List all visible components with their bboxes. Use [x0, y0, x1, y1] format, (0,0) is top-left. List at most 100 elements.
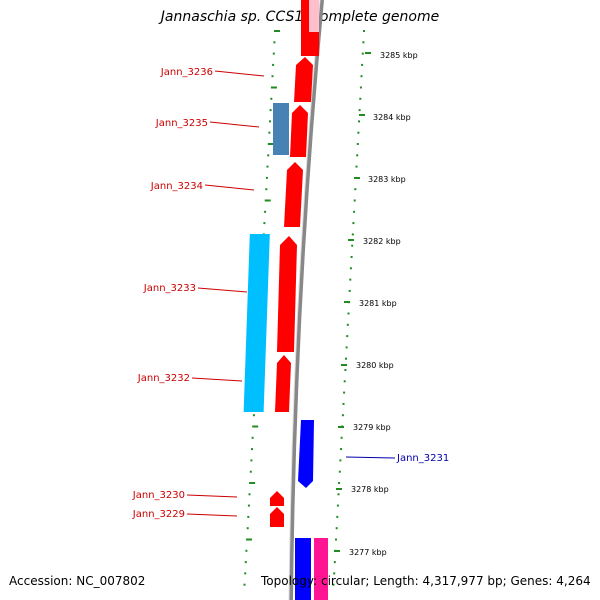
tick-dot [335, 527, 338, 530]
gene-glyph-jann-3235-outer[interactable] [273, 103, 289, 155]
scale-label: 3281 kbp [359, 299, 397, 308]
tick-dot [359, 97, 362, 100]
tick-dot [272, 63, 275, 66]
tick-dot [359, 86, 362, 89]
tick-dot [340, 436, 343, 439]
scale-label: 3280 kbp [356, 361, 394, 370]
tick-dot [358, 120, 360, 123]
tick-dot [343, 380, 346, 383]
gene-glyph-top-partial-tint [309, 0, 319, 32]
scale-label: 3282 kbp [363, 237, 401, 246]
tick-dot [351, 233, 354, 236]
gene-label-jann-3236[interactable]: Jann_3236 [160, 67, 213, 78]
scale-label: 3279 kbp [353, 423, 391, 432]
gene-label-jann-3233[interactable]: Jann_3233 [143, 283, 196, 294]
tick-dot [360, 75, 363, 78]
tick-dot [361, 63, 364, 66]
tick-dot [251, 436, 254, 439]
gene-label-jann-3229[interactable]: Jann_3229 [132, 509, 185, 520]
tick-dot [346, 323, 349, 326]
tick-dot [264, 199, 271, 202]
gene-label-jann-3230[interactable]: Jann_3230 [132, 490, 185, 501]
tick-dot [252, 425, 259, 428]
tick-dot [333, 561, 336, 564]
gene-glyph-jann-3236[interactable] [294, 57, 313, 102]
tick-dot [363, 30, 365, 32]
leader-jann-3230 [186, 494, 238, 498]
tick-dot [274, 30, 280, 32]
tick-dot [358, 109, 361, 112]
leader-jann-3235 [209, 121, 260, 128]
tick-dot [349, 267, 352, 270]
tick-dot [269, 120, 271, 123]
genome-backbone-highlight [288, 0, 321, 600]
gene-glyph-jann-3234[interactable] [284, 162, 303, 227]
leader-jann-3229 [186, 513, 238, 517]
tick-dot [344, 369, 347, 371]
genome-summary-text: Topology: circular; Length: 4,317,977 bp… [261, 574, 591, 588]
gene-glyph-jann-3230[interactable] [270, 491, 284, 506]
tick-dot [356, 143, 359, 145]
tick-dot [345, 346, 348, 349]
tick-dot [245, 549, 248, 552]
gene-glyphs [243, 0, 328, 600]
tick-dot [269, 109, 272, 112]
tick-dot [347, 312, 350, 315]
tick-dot [264, 210, 267, 213]
gene-label-jann-3235[interactable]: Jann_3235 [155, 118, 208, 129]
tick-dot [244, 572, 247, 575]
tick-dot [348, 289, 351, 292]
scale-label: 3277 kbp [349, 548, 387, 557]
tick-dot [336, 515, 339, 518]
tick-dot [332, 583, 335, 586]
map-title: Jannaschia sp. CCS1, complete genome [160, 9, 440, 25]
gene-glyph-jann-3231[interactable] [298, 420, 314, 488]
tick-dot [341, 414, 344, 417]
tick-dot [338, 482, 341, 484]
tick-dot [349, 278, 352, 281]
scale-label: 3284 kbp [373, 113, 411, 122]
tick-dot [354, 188, 357, 191]
scale-label: 3283 kbp [368, 175, 406, 184]
scale-labels: 3285 kbp 3284 kbp 3283 kbp 3282 kbp 3281… [349, 51, 418, 557]
tick-dot [346, 335, 349, 338]
tick-dot [336, 504, 339, 507]
gene-glyph-jann-3235[interactable] [290, 105, 308, 157]
gene-label-jann-3232[interactable]: Jann_3232 [137, 373, 190, 384]
scale-label: 3285 kbp [380, 51, 418, 60]
gene-glyph-jann-3232[interactable] [275, 355, 291, 412]
tick-dot [338, 470, 341, 473]
gene-glyph-bottom-blue[interactable] [295, 538, 311, 600]
tick-dot [343, 391, 346, 394]
tick-dot [356, 154, 359, 157]
tick-dot [353, 210, 356, 213]
tick-dot [340, 448, 342, 451]
tick-dot [335, 538, 337, 541]
gene-glyph-jann-3229[interactable] [270, 507, 284, 527]
tick-dot [250, 459, 253, 462]
tick-dot [355, 165, 358, 168]
gene-label-jann-3234[interactable]: Jann_3234 [150, 181, 203, 192]
accession-text: Accession: NC_007802 [9, 574, 146, 588]
tick-dot [246, 538, 252, 541]
tick-dot [268, 131, 271, 134]
genome-backbone [289, 0, 324, 600]
gene-glyph-jann-3233[interactable] [277, 236, 297, 352]
leader-jann-3233 [197, 287, 248, 293]
scale-label: 3278 kbp [351, 485, 389, 494]
tick-dot [252, 414, 255, 417]
tick-dot [248, 493, 251, 496]
gene-glyph-bottom-pink[interactable] [314, 538, 328, 600]
tick-dot [243, 583, 246, 586]
gene-label-jann-3231[interactable]: Jann_3231 [396, 453, 449, 464]
tick-dot [362, 41, 365, 44]
gene-glyph-light-blue-rna[interactable] [243, 234, 270, 412]
tick-dot [263, 222, 266, 225]
tick-dot [350, 256, 353, 258]
tick-dot [333, 572, 336, 575]
tick-dot [244, 561, 247, 564]
tick-dot [267, 143, 274, 145]
scale-ticks [334, 52, 371, 552]
tick-dot [249, 482, 256, 484]
tick-dot [271, 75, 274, 78]
